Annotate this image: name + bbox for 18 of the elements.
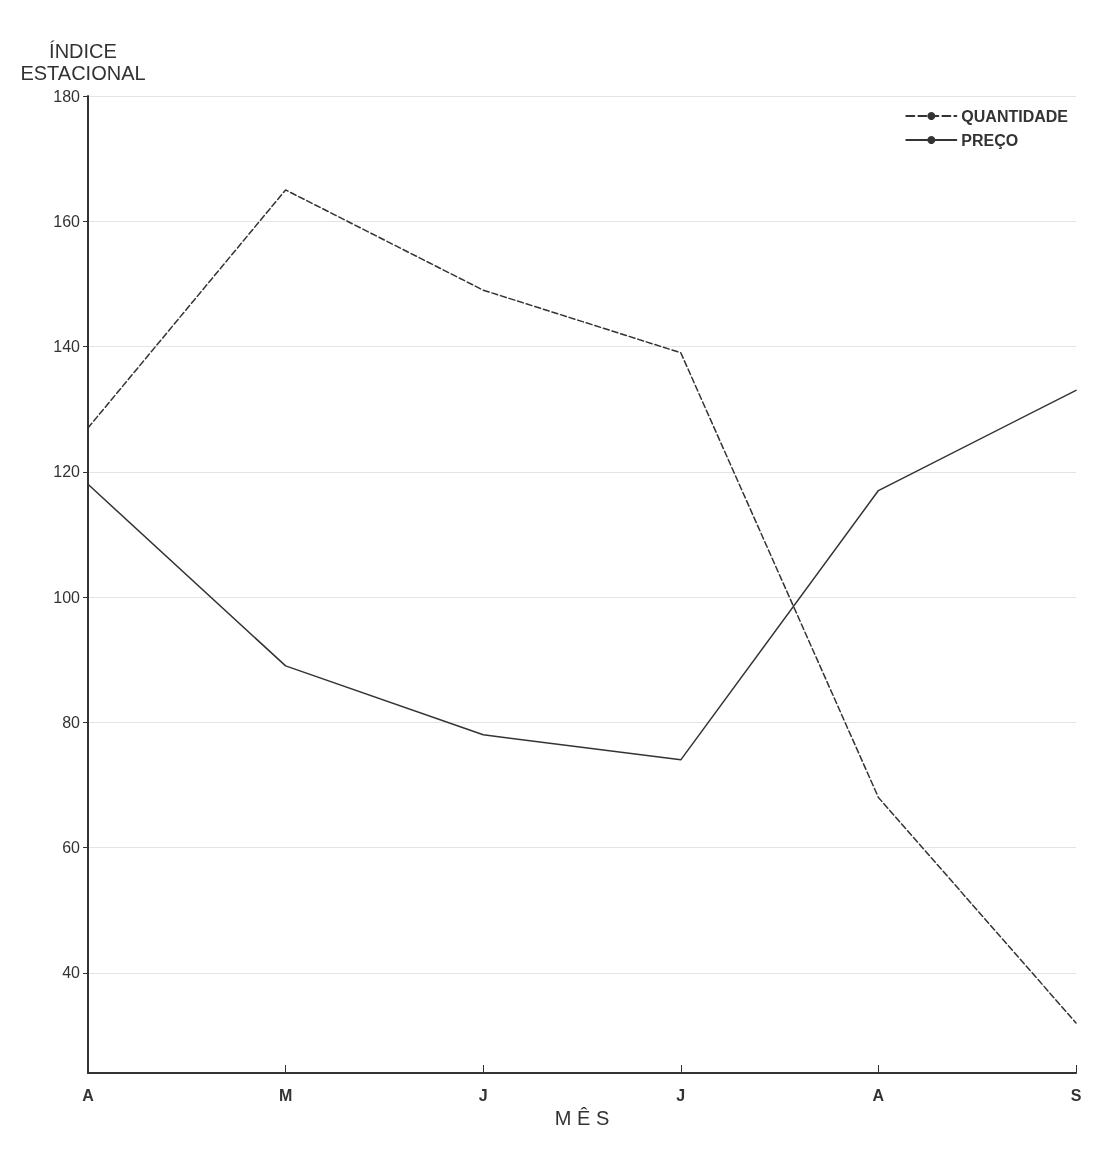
legend-label: PREÇO — [961, 131, 1019, 149]
x-tick-label: M — [278, 1086, 293, 1104]
y-tick-label: 60 — [62, 839, 81, 857]
y-axis-title: ÍNDICE ESTACIONAL — [20, 40, 146, 84]
x-tick-label: A — [872, 1086, 885, 1104]
x-tick-label: S — [1070, 1086, 1082, 1104]
x-axis-title: M Ê S — [554, 1106, 610, 1129]
y-tick-label: 160 — [53, 212, 81, 230]
y-tick-label: 120 — [53, 463, 81, 481]
x-tick-label: J — [676, 1086, 686, 1104]
y-tick-label: 180 — [53, 87, 81, 105]
y-tick-label: 40 — [62, 964, 81, 982]
y-tick-label: 140 — [53, 338, 81, 356]
y-tick-label: 80 — [62, 713, 81, 731]
legend-label: QUANTIDADE — [961, 107, 1069, 125]
y-tick-label: 100 — [53, 588, 81, 606]
x-tick-label: J — [478, 1086, 488, 1104]
x-tick-label: A — [82, 1086, 95, 1104]
